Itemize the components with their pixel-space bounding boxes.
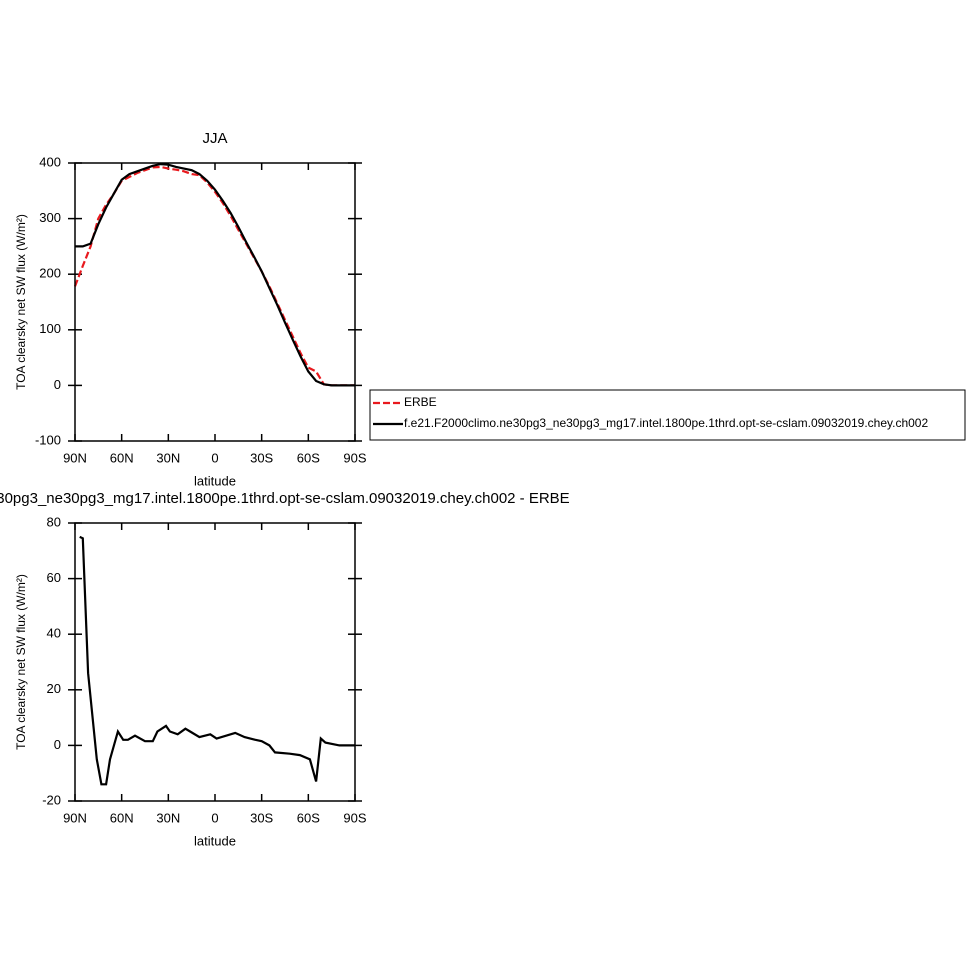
y-axis-label: TOA clearsky net SW flux (W/m²)	[14, 214, 28, 390]
x-axis-label: latitude	[194, 473, 236, 488]
x-tick-label: 90N	[63, 450, 87, 465]
series-line	[79, 535, 355, 786]
x-axis-label: latitude	[194, 833, 236, 848]
plot-frame	[74, 162, 356, 442]
x-tick-label: 30S	[250, 810, 273, 825]
x-tick-label: 60S	[297, 450, 320, 465]
series-line	[75, 162, 355, 387]
y-tick-label: 0	[54, 377, 61, 392]
y-tick-label: 200	[39, 266, 61, 281]
x-tick-label: 60N	[110, 810, 134, 825]
y-tick-label: -100	[35, 432, 61, 447]
y-tick-label: -20	[42, 792, 61, 807]
y-tick-label: 400	[39, 154, 61, 169]
y-tick-label: 80	[47, 514, 61, 529]
series-line	[73, 165, 355, 387]
x-tick-label: 60S	[297, 810, 320, 825]
x-tick-label: 60N	[110, 450, 134, 465]
y-tick-label: 60	[47, 570, 61, 585]
x-tick-label: 90S	[343, 450, 366, 465]
x-tick-label: 30N	[156, 810, 180, 825]
y-tick-label: 100	[39, 321, 61, 336]
y-tick-label: 0	[54, 737, 61, 752]
legend-box	[369, 389, 966, 441]
chart-title: f.e21.F2000climo.ne30pg3_ne30pg3_mg17.in…	[0, 490, 570, 507]
x-tick-label: 30S	[250, 450, 273, 465]
x-tick-label: 0	[211, 450, 218, 465]
legend-label: ERBE	[404, 395, 437, 409]
plot-frame	[74, 522, 356, 802]
y-tick-label: 300	[39, 210, 61, 225]
legend-label: f.e21.F2000climo.ne30pg3_ne30pg3_mg17.in…	[404, 416, 928, 430]
chart-title: JJA	[202, 130, 227, 147]
y-tick-label: 20	[47, 681, 61, 696]
x-tick-label: 90S	[343, 810, 366, 825]
y-tick-label: 40	[47, 626, 61, 641]
y-axis-label: TOA clearsky net SW flux (W/m²)	[14, 574, 28, 750]
x-tick-label: 90N	[63, 810, 87, 825]
x-tick-label: 0	[211, 810, 218, 825]
x-tick-label: 30N	[156, 450, 180, 465]
